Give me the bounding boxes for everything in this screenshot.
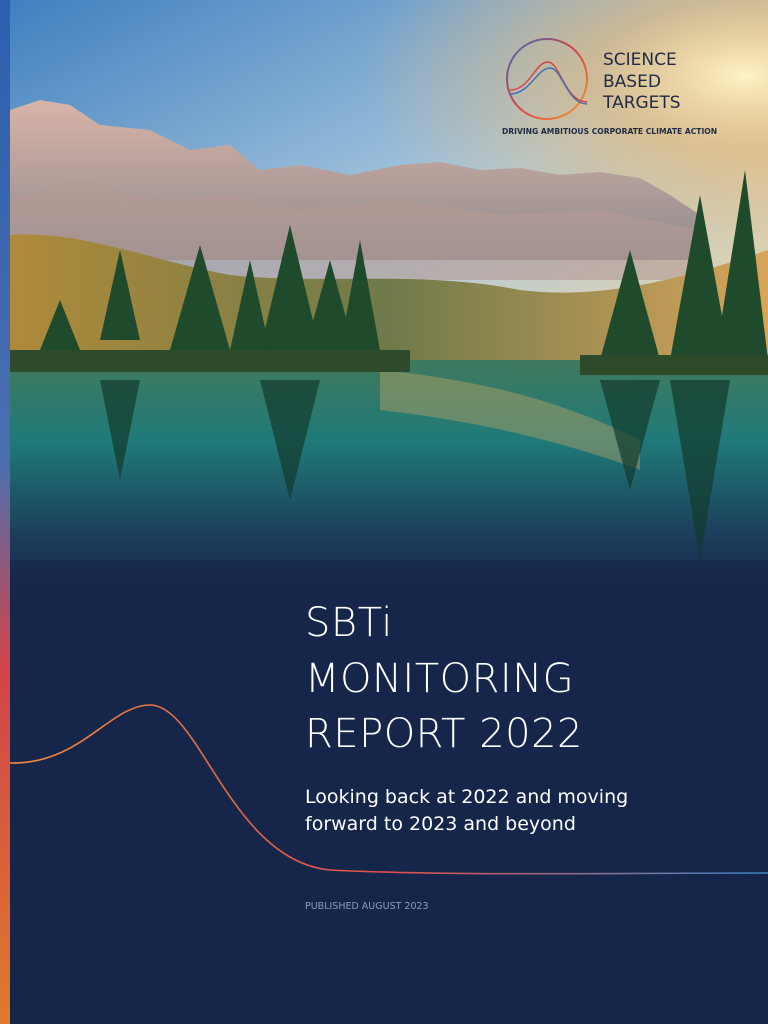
published-date: PUBLISHED AUGUST 2023 xyxy=(305,901,429,912)
logo-wave xyxy=(509,67,588,105)
logo-wave xyxy=(509,61,588,103)
logo: SCIENCE BASED TARGETS DRIVING AMBITIOUS … xyxy=(502,38,717,136)
title: MONITORING xyxy=(305,656,574,702)
logo-tagline: DRIVING AMBITIOUS CORPORATE CLIMATE ACTI… xyxy=(502,127,717,136)
side-stripe xyxy=(0,0,10,1024)
cover-photo xyxy=(0,0,768,590)
title: SBTi xyxy=(305,600,393,646)
logo-text: SCIENCE xyxy=(603,50,677,70)
logo-text: BASED xyxy=(603,72,661,92)
title: REPORT 2022 xyxy=(305,711,583,757)
logo-ring xyxy=(506,38,588,120)
subtitle: Looking back at 2022 and moving xyxy=(305,786,628,808)
subtitle: forward to 2023 and beyond xyxy=(305,813,576,835)
logo-text: TARGETS xyxy=(602,93,681,113)
decorative-curve xyxy=(9,704,768,875)
